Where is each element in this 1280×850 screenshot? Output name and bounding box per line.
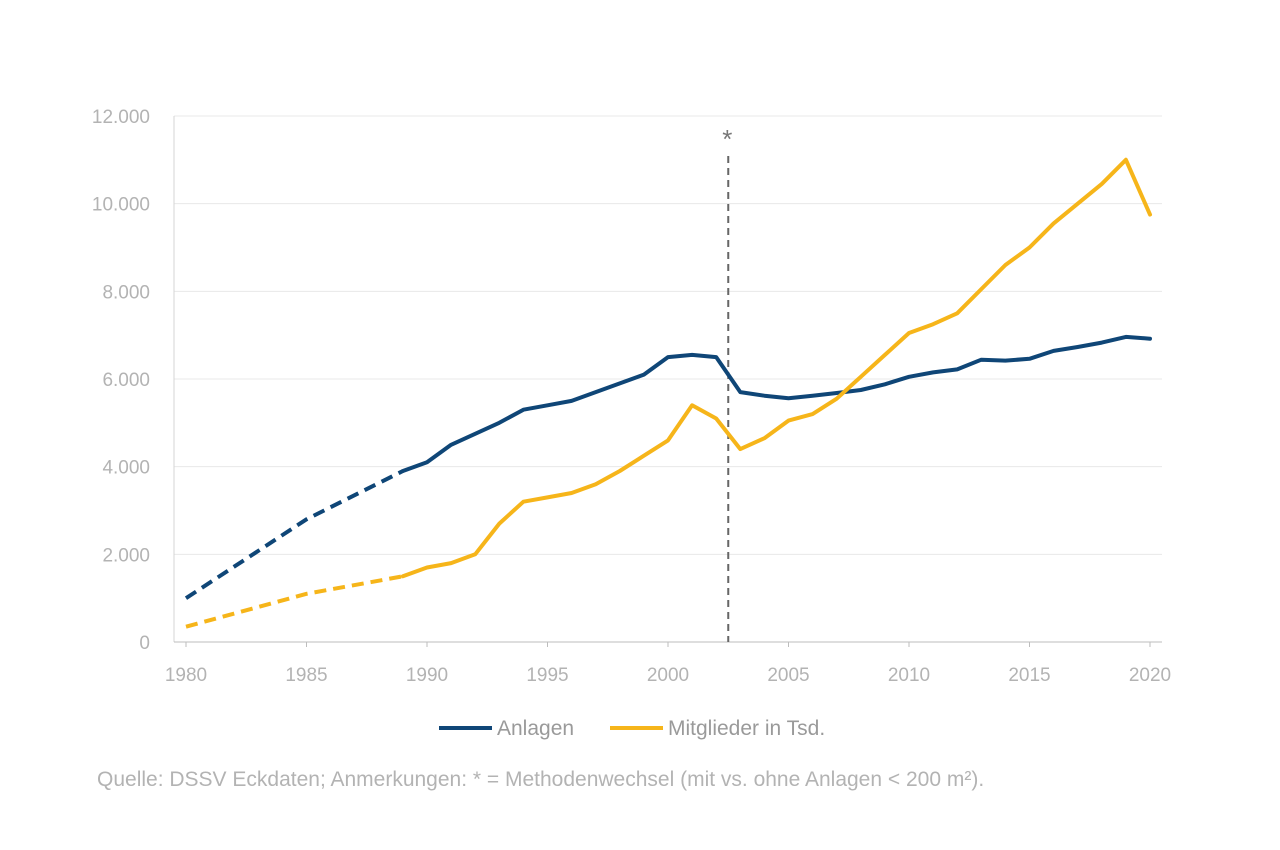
data-point-anlagen [1100,341,1104,345]
data-point-anlagen [1028,357,1032,361]
data-point-mitglieder-in-tsd [1076,202,1080,206]
data-point-anlagen [1124,335,1128,339]
data-point-mitglieder-in-tsd [1028,246,1032,250]
data-point-anlagen [1076,345,1080,349]
data-point-mitglieder-in-tsd [690,403,694,407]
data-point-anlagen [618,381,622,385]
x-tick-label: 2015 [1008,665,1050,686]
y-tick-label: 0 [139,633,150,654]
data-point-anlagen [1052,349,1056,353]
series-line-anlagen-estimated [184,469,404,600]
method-change-marker: * [722,124,732,154]
data-point-anlagen [425,460,429,464]
data-point-mitglieder-in-tsd [811,412,815,416]
data-point-anlagen [666,355,670,359]
data-point-anlagen [546,403,550,407]
data-point-anlagen [979,358,983,362]
x-tick-label: 1995 [526,665,568,686]
data-point-anlagen [401,469,405,473]
data-point-anlagen [642,373,646,377]
data-point-anlagen [714,355,718,359]
method-change-annotation: * [722,124,732,642]
data-point-mitglieder-in-tsd [714,416,718,420]
x-tick-label: 2020 [1129,665,1171,686]
data-point-anlagen [1003,359,1007,363]
x-tick-label: 2005 [767,665,809,686]
y-tick-label: 6.000 [102,370,150,391]
data-point-mitglieder-in-tsd [497,522,501,526]
x-tick-label: 2000 [647,665,689,686]
data-point-mitglieder-in-tsd [642,454,646,458]
data-point-mitglieder-in-tsd [762,436,766,440]
data-point-anlagen [305,517,309,521]
data-point-mitglieder-in-tsd [1100,182,1104,186]
data-point-mitglieder-in-tsd [521,500,525,504]
data-point-anlagen [859,388,863,392]
data-point-mitglieder-in-tsd [979,287,983,291]
data-point-mitglieder-in-tsd [1148,213,1152,217]
data-point-mitglieder-in-tsd [473,552,477,556]
data-point-anlagen [594,390,598,394]
source-note: Quelle: DSSV Eckdaten; Anmerkungen: * = … [97,768,985,791]
data-point-mitglieder-in-tsd [738,447,742,451]
data-point-mitglieder-in-tsd [931,322,935,326]
x-tick-label: 1990 [406,665,448,686]
data-point-anlagen [762,394,766,398]
data-point-mitglieder-in-tsd [1052,221,1056,225]
data-point-mitglieder-in-tsd [907,331,911,335]
data-point-anlagen [570,399,574,403]
legend-label-anlagen: Anlagen [497,717,574,740]
y-tick-label: 4.000 [102,458,150,479]
y-tick-label: 2.000 [102,545,150,566]
axes [173,116,1162,647]
data-point-anlagen [787,396,791,400]
data-point-mitglieder-in-tsd [618,469,622,473]
data-point-mitglieder-in-tsd [666,438,670,442]
y-tick-label: 12.000 [92,107,150,128]
data-point-anlagen [473,432,477,436]
series-line-mitglieder-in-tsd [400,157,1152,579]
data-point-anlagen [521,408,525,412]
data-point-anlagen [1148,337,1152,341]
data-point-anlagen [955,367,959,371]
data-point-anlagen [811,394,815,398]
data-point-anlagen [883,382,887,386]
x-tick-label: 1980 [165,665,207,686]
data-point-anlagen [690,353,694,357]
data-point-mitglieder-in-tsd [401,574,405,578]
data-point-mitglieder-in-tsd [449,561,453,565]
data-point-anlagen [449,443,453,447]
data-point-anlagen [184,596,188,600]
data-point-mitglieder-in-tsd [1003,263,1007,267]
data-point-mitglieder-in-tsd [546,495,550,499]
x-tick-label: 2010 [888,665,930,686]
series-lines [184,157,1152,629]
data-point-anlagen [738,390,742,394]
series-line-anlagen [400,334,1152,473]
data-point-anlagen [907,375,911,379]
data-point-mitglieder-in-tsd [835,397,839,401]
data-point-mitglieder-in-tsd [955,311,959,315]
legend: Anlagen Mitglieder in Tsd. [439,717,825,740]
data-point-anlagen [497,421,501,425]
tick-labels: 0 2.000 4.000 6.000 8.000 10.000 12.000 1980 198… [92,107,1171,686]
data-point-mitglieder-in-tsd [594,482,598,486]
legend-label-mitglieder-in-tsd: Mitglieder in Tsd. [668,717,825,740]
x-tick-label: 1985 [285,665,327,686]
grid-lines [174,115,1162,555]
data-point-mitglieder-in-tsd [305,592,309,596]
data-point-mitglieder-in-tsd [570,491,574,495]
data-point-anlagen [931,370,935,374]
data-point-mitglieder-in-tsd [859,375,863,379]
data-point-mitglieder-in-tsd [425,565,429,569]
series-line-mitglieder-in-tsd-estimated [185,574,404,629]
data-point-mitglieder-in-tsd [883,353,887,357]
data-point-mitglieder-in-tsd [787,419,791,423]
data-point-mitglieder-in-tsd [184,625,188,629]
y-tick-label: 10.000 [92,195,150,216]
y-tick-label: 8.000 [102,282,150,303]
data-point-anlagen [835,391,839,395]
data-point-mitglieder-in-tsd [1124,158,1128,162]
